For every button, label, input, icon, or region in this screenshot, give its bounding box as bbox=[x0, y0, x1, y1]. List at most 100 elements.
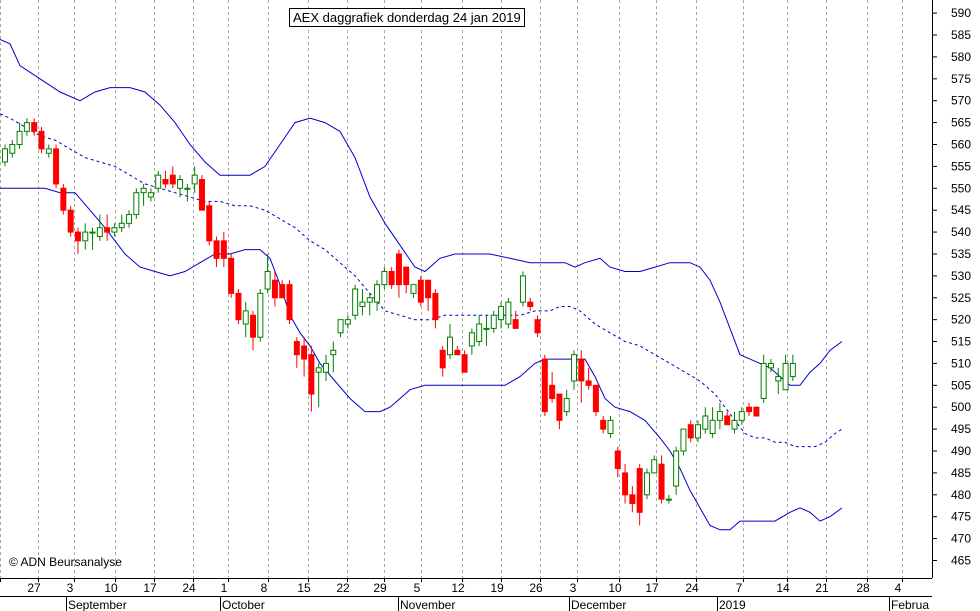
candle bbox=[468, 328, 475, 355]
candle-body-up bbox=[330, 349, 337, 356]
candle-body-down bbox=[67, 209, 74, 233]
x-day-label: 17 bbox=[143, 581, 157, 595]
candle bbox=[301, 337, 308, 377]
candle bbox=[702, 407, 709, 434]
candle-body-up bbox=[23, 122, 30, 132]
candle bbox=[381, 267, 388, 289]
candle bbox=[636, 464, 643, 526]
y-tick-label: 535 bbox=[951, 247, 971, 261]
candle-body-up bbox=[789, 362, 796, 378]
candle-body-up bbox=[366, 297, 373, 303]
candle-body-up bbox=[191, 174, 198, 185]
x-day-label: 4 bbox=[895, 581, 902, 595]
candle-body-up bbox=[45, 148, 52, 154]
candle-body-up bbox=[731, 419, 738, 430]
candle-body-down bbox=[206, 205, 213, 242]
candle-body-up bbox=[133, 192, 140, 216]
y-tick-label: 525 bbox=[951, 291, 971, 305]
candle bbox=[118, 214, 125, 233]
candle bbox=[439, 345, 446, 377]
y-tick-label: 505 bbox=[951, 378, 971, 392]
candle bbox=[695, 420, 702, 443]
candle-body-up bbox=[738, 411, 745, 421]
candle bbox=[374, 280, 381, 311]
candle-body-down bbox=[169, 174, 176, 185]
candle bbox=[643, 468, 650, 500]
candle-body-up bbox=[315, 367, 322, 373]
x-day-label: 8 bbox=[261, 581, 268, 595]
candle bbox=[395, 249, 402, 298]
candle bbox=[155, 170, 162, 193]
candle-body-down bbox=[403, 266, 410, 286]
candle-body-up bbox=[257, 292, 264, 338]
candle bbox=[519, 271, 526, 307]
candle bbox=[549, 372, 556, 403]
candle-body-down bbox=[31, 122, 38, 132]
y-tick-label: 485 bbox=[951, 466, 971, 480]
candle bbox=[476, 315, 483, 346]
candle bbox=[527, 297, 534, 311]
candle bbox=[264, 253, 271, 294]
candle bbox=[23, 118, 30, 136]
x-day-label: 15 bbox=[297, 581, 311, 595]
candle-body-down bbox=[746, 406, 753, 413]
y-tick-label: 565 bbox=[951, 116, 971, 130]
candle bbox=[184, 183, 191, 202]
candle bbox=[789, 354, 796, 381]
candle bbox=[731, 411, 738, 434]
candle bbox=[629, 486, 636, 513]
candle-body-down bbox=[425, 279, 432, 299]
x-day-label: 19 bbox=[490, 581, 504, 595]
candle-body-down bbox=[600, 419, 607, 430]
candle-body-down bbox=[534, 319, 541, 334]
candle-body-down bbox=[636, 468, 643, 513]
candle-body-up bbox=[264, 270, 271, 290]
candle bbox=[571, 350, 578, 390]
y-tick-label: 480 bbox=[951, 488, 971, 502]
y-tick-label: 530 bbox=[951, 269, 971, 283]
x-day-label: 3 bbox=[67, 581, 74, 595]
x-month-label: October bbox=[222, 598, 265, 611]
candle bbox=[753, 406, 760, 417]
candle-body-down bbox=[250, 314, 257, 338]
y-tick-label: 510 bbox=[951, 356, 971, 370]
candle-body-down bbox=[213, 240, 220, 259]
candle bbox=[271, 271, 278, 307]
candle-body-up bbox=[82, 231, 89, 242]
x-day-label: 24 bbox=[685, 581, 699, 595]
candle bbox=[782, 354, 789, 391]
candle bbox=[322, 354, 329, 381]
candle-body-up bbox=[775, 376, 782, 382]
candle-body-down bbox=[38, 130, 45, 150]
y-tick-label: 490 bbox=[951, 444, 971, 458]
candle bbox=[242, 302, 249, 338]
candle bbox=[417, 275, 424, 307]
candle bbox=[162, 170, 169, 189]
candle bbox=[592, 384, 599, 416]
candle bbox=[67, 205, 74, 237]
candle-body-up bbox=[359, 301, 366, 308]
candle bbox=[279, 280, 286, 299]
candle-body-down bbox=[220, 240, 227, 259]
y-tick-label: 590 bbox=[951, 6, 971, 20]
candle-body-up bbox=[374, 284, 381, 303]
candle-body-up bbox=[695, 424, 702, 439]
candle bbox=[74, 227, 81, 254]
candle-body-down bbox=[622, 472, 629, 496]
candle-body-down bbox=[279, 284, 286, 299]
candle-body-down bbox=[293, 341, 300, 356]
candle bbox=[709, 407, 716, 438]
candle-body-up bbox=[476, 323, 483, 343]
candle-body-down bbox=[271, 279, 278, 299]
candle bbox=[177, 175, 184, 198]
y-tick-label: 585 bbox=[951, 28, 971, 42]
candle bbox=[673, 446, 680, 495]
candle bbox=[31, 118, 38, 136]
candle-body-down bbox=[104, 227, 111, 233]
candle bbox=[556, 393, 563, 430]
candle-body-down bbox=[286, 284, 293, 321]
candle-body-up bbox=[89, 231, 96, 234]
candle-body-down bbox=[235, 292, 242, 321]
